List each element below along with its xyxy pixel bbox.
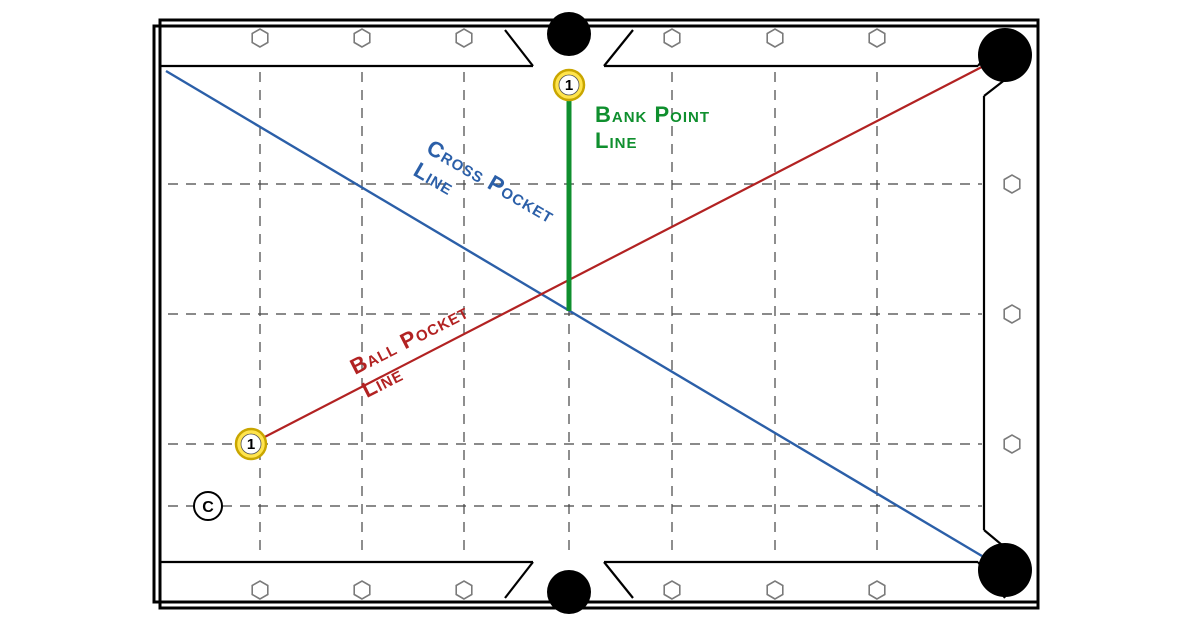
pool-bank-shot-diagram: 11CCross PocketLineBall PocketLineBank P… [0,0,1200,630]
diamond-bottom-2 [456,581,472,599]
ghost-ball-left-number: 1 [247,436,255,453]
diamond-bottom-4 [767,581,783,599]
bank-point-label-line1: Bank Point [595,102,710,127]
diamond-top-1 [354,29,370,47]
diamond-top-3 [664,29,680,47]
pocket-0 [547,12,591,56]
diamond-right-2 [1004,435,1020,453]
object-ball-top: 1 [554,70,584,100]
ghost-ball-left: 1 [236,429,266,459]
diamond-bottom-5 [869,581,885,599]
diamond-top-5 [869,29,885,47]
object-ball-top-number: 1 [565,77,573,94]
diamond-top-4 [767,29,783,47]
pocket-1 [978,28,1032,82]
diamond-bottom-1 [354,581,370,599]
pocket-2 [547,570,591,614]
diamond-right-1 [1004,305,1020,323]
diamond-bottom-0 [252,581,268,599]
cue-ball-label: C [202,499,214,516]
bank-point-label-line2: Line [595,128,637,153]
diamond-right-0 [1004,175,1020,193]
diamond-top-0 [252,29,268,47]
diamond-top-2 [456,29,472,47]
diamond-bottom-3 [664,581,680,599]
cue-ball-marker: C [194,492,222,520]
pocket-3 [978,543,1032,597]
